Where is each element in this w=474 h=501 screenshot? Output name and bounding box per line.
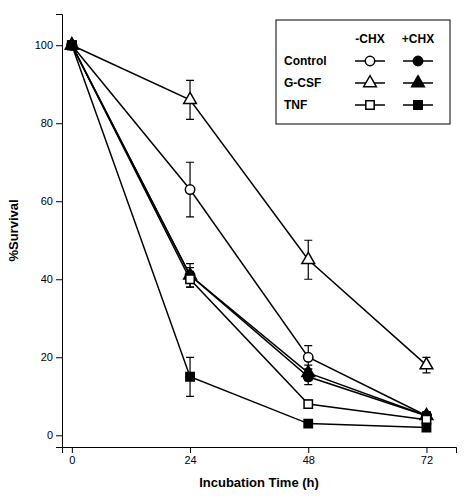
line — [72, 45, 427, 416]
axis-line — [63, 448, 457, 454]
error-bar — [186, 357, 194, 396]
point — [184, 92, 197, 103]
tick: 60 — [41, 195, 62, 207]
tick-label: 0 — [47, 429, 53, 441]
tick-mark — [56, 435, 62, 436]
tick-mark — [308, 447, 309, 453]
tick-label: 80 — [41, 117, 53, 129]
line — [72, 45, 427, 427]
tick: 80 — [41, 117, 62, 129]
point — [67, 40, 76, 49]
error-bar — [304, 420, 312, 428]
y-axis: 0 20 40 60 80 100 — [35, 15, 63, 448]
error-bar — [186, 162, 194, 217]
point — [304, 419, 312, 427]
tick-label: 24 — [184, 454, 196, 466]
line — [72, 45, 427, 419]
tick: 0 — [47, 429, 62, 441]
x-axis-title: Incubation Time (h) — [199, 475, 319, 490]
point — [186, 373, 194, 381]
point — [67, 40, 76, 49]
tick-label: 40 — [41, 273, 53, 285]
tick-mark — [190, 447, 191, 453]
tick-mark — [56, 357, 62, 358]
error-bar — [422, 416, 430, 424]
tick-label: 100 — [35, 39, 53, 51]
point — [68, 41, 76, 49]
tick-label: 48 — [303, 454, 315, 466]
tick-label: 60 — [41, 195, 53, 207]
tick: 0 — [69, 447, 75, 466]
error-bar — [422, 424, 430, 432]
tick: 72 — [421, 447, 433, 466]
tick: 20 — [41, 351, 62, 363]
legend-label: TNF — [284, 98, 307, 112]
tick-label: 0 — [69, 454, 75, 466]
point — [302, 366, 315, 377]
error-bar — [304, 400, 312, 408]
error-bar — [186, 271, 194, 287]
legend-label: G-CSF — [284, 76, 321, 90]
legend-marker — [413, 56, 422, 65]
line — [72, 45, 427, 416]
tick: 100 — [35, 39, 62, 51]
point — [304, 400, 312, 408]
point — [65, 38, 78, 49]
tick: 40 — [41, 273, 62, 285]
tick-label: 72 — [421, 454, 433, 466]
legend-label: Control — [284, 54, 327, 68]
point — [185, 185, 194, 194]
tick-mark — [426, 447, 427, 453]
legend-marker — [365, 56, 374, 65]
legend: -CHX +CHX Control G-CSF TNF — [276, 20, 450, 124]
point — [422, 423, 430, 431]
legend-marker — [414, 101, 422, 109]
line — [72, 45, 427, 416]
legend-header: -CHX — [355, 32, 384, 46]
legend-marker — [364, 76, 377, 87]
tick: 48 — [303, 447, 315, 466]
axis-line — [56, 15, 63, 448]
y-axis-title: %Survival — [6, 199, 21, 261]
tick-mark — [56, 201, 62, 202]
point — [302, 252, 315, 263]
point — [420, 358, 433, 369]
tick-label: 20 — [41, 351, 53, 363]
tick: 24 — [184, 447, 196, 466]
tick-mark — [56, 45, 62, 46]
point — [68, 41, 76, 49]
point — [65, 38, 78, 49]
legend-marker — [366, 101, 374, 109]
tick-mark — [56, 123, 62, 124]
legend-marker — [412, 76, 425, 87]
legend-header: +CHX — [402, 32, 434, 46]
point — [304, 353, 313, 362]
tick-mark — [72, 447, 73, 453]
point — [186, 275, 194, 283]
legend-box — [276, 20, 450, 124]
chart: 0 24 48 72 0 20 40 60 80 100 Incubation Time (h) %S… — [0, 0, 474, 501]
x-axis: 0 24 48 72 — [63, 447, 457, 466]
tick-mark — [56, 279, 62, 280]
